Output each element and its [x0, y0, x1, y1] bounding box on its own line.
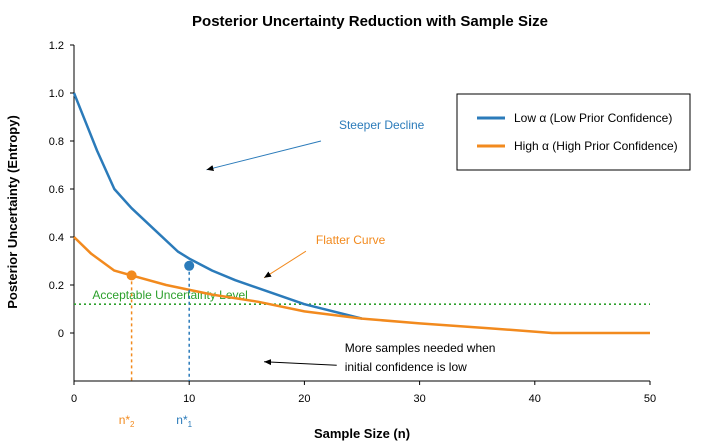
legend: Low α (Low Prior Confidence) High α (Hig…	[456, 93, 691, 171]
annotation-arrow-1	[263, 250, 307, 279]
x-tick-label: 10	[183, 393, 195, 405]
annotation-0: Steeper Decline	[339, 118, 425, 132]
x-tick-label: 40	[529, 393, 541, 405]
axes	[73, 45, 650, 382]
annotation-1: Flatter Curve	[316, 233, 386, 247]
n-star-label-1: n*2	[119, 413, 135, 429]
x-tick-label: 0	[71, 393, 77, 405]
highlight-point-0	[184, 260, 195, 271]
series-group	[72, 92, 650, 335]
annotation-2-line2: initial confidence is low	[345, 360, 467, 374]
y-tick-label: 0.4	[49, 232, 64, 244]
series-line-1	[73, 236, 650, 335]
x-tick-label: 50	[644, 393, 656, 405]
y-tick-label: 0.2	[49, 280, 64, 292]
ticks: 0 10 20 30 40 50 0 0.2 0.4 0.6 0.8 1.0 1.2	[49, 40, 656, 405]
y-axis-label: Posterior Uncertainty (Entropy)	[5, 115, 20, 309]
highlight-group: n*1 n*2	[119, 260, 195, 429]
legend-label-high: High α (High Prior Confidence)	[514, 139, 678, 153]
n-star-label-0: n*1	[176, 413, 192, 429]
threshold-label: Acceptable Uncertainty Level	[92, 288, 247, 302]
legend-label-low: Low α (Low Prior Confidence)	[514, 111, 672, 125]
highlight-point-1	[126, 270, 137, 281]
y-tick-label: 1.0	[49, 88, 64, 100]
y-tick-label: 0.8	[49, 136, 64, 148]
chart-title: Posterior Uncertainty Reduction with Sam…	[192, 13, 548, 30]
n-star-subscript: 2	[130, 420, 135, 429]
annotation-arrow-0	[206, 140, 322, 172]
annotation-group: Steeper Decline Flatter Curve More samples…	[206, 118, 495, 374]
x-axis-label: Sample Size (n)	[314, 426, 410, 441]
x-tick-label: 30	[413, 393, 425, 405]
n-star-subscript: 1	[188, 420, 193, 429]
threshold-group: Acceptable Uncertainty Level	[74, 288, 650, 306]
y-tick-label: 1.2	[49, 40, 64, 52]
x-tick-label: 20	[298, 393, 310, 405]
series-line-0	[72, 92, 363, 320]
annotation-2: More samples needed when	[345, 341, 496, 355]
y-tick-label: 0	[58, 328, 64, 340]
annotation-arrow-2	[264, 359, 337, 366]
legend-box	[456, 93, 691, 171]
y-tick-label: 0.6	[49, 184, 64, 196]
